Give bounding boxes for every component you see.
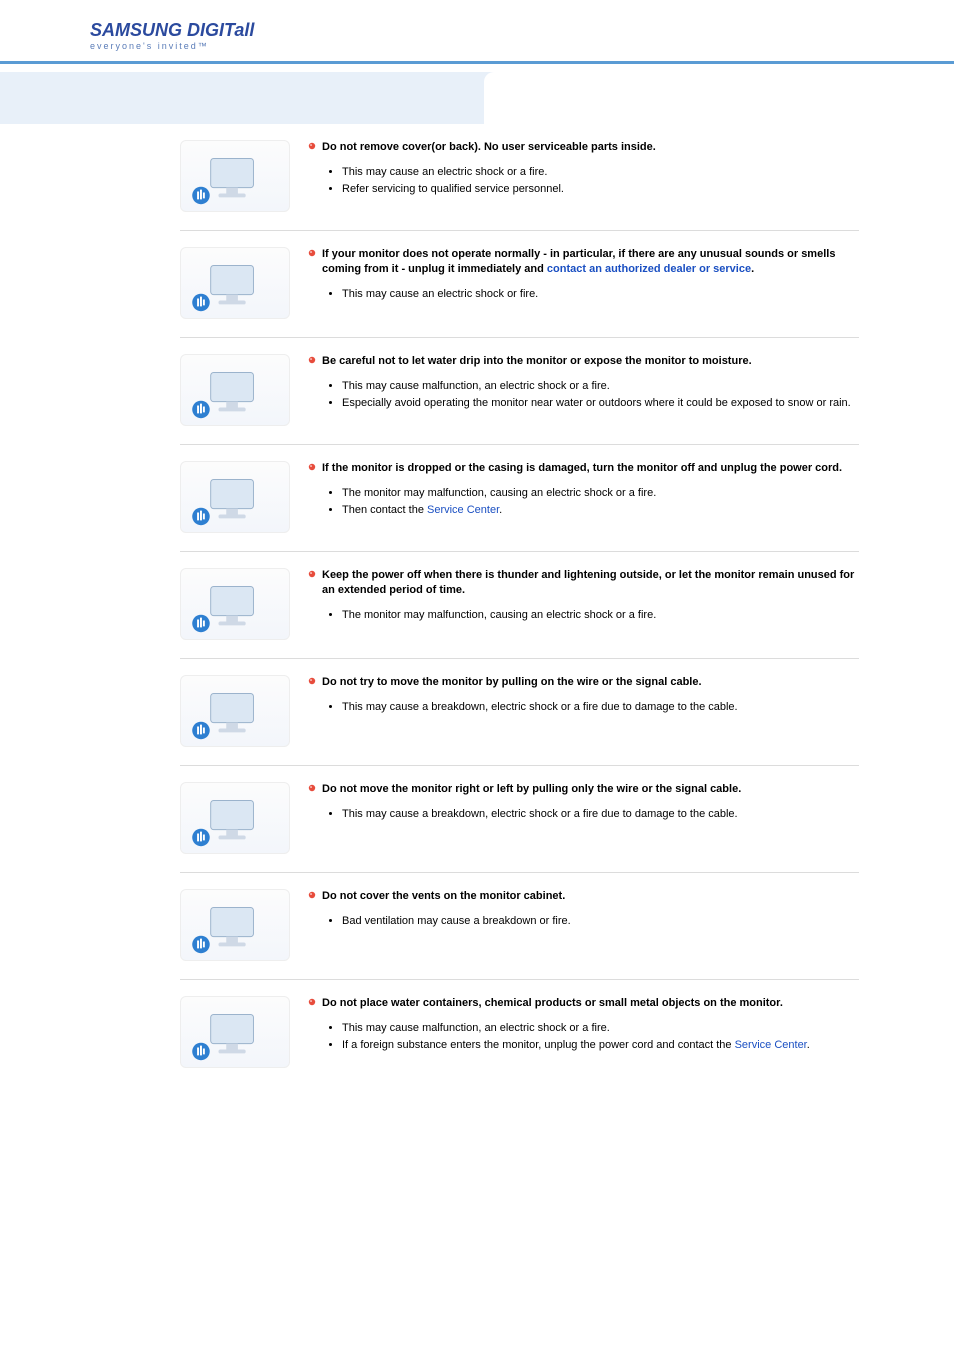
- section-heading-text: Do not cover the vents on the monitor ca…: [322, 890, 565, 902]
- safety-detail-item: Bad ventilation may cause a breakdown or…: [342, 914, 859, 929]
- safety-section: Do not place water containers, chemical …: [180, 980, 859, 1086]
- section-heading-text: Do not remove cover(or back). No user se…: [322, 141, 656, 153]
- section-detail-list: This may cause a breakdown, electric sho…: [342, 700, 859, 715]
- section-text: Do not move the monitor right or left by…: [308, 782, 859, 824]
- safety-detail-item: This may cause an electric shock or a fi…: [342, 165, 859, 180]
- brand-ital: all: [234, 20, 254, 40]
- safety-detail-item: This may cause a breakdown, electric sho…: [342, 807, 859, 822]
- safety-detail-item: The monitor may malfunction, causing an …: [342, 486, 859, 501]
- safety-detail-item: This may cause malfunction, an electric …: [342, 1021, 859, 1036]
- header-band: [0, 72, 954, 124]
- safety-illustration: [180, 247, 290, 319]
- section-detail-list: The monitor may malfunction, causing an …: [342, 486, 859, 519]
- section-heading: If the monitor is dropped or the casing …: [308, 461, 859, 476]
- top-border: [0, 61, 954, 64]
- section-heading-text: If the monitor is dropped or the casing …: [322, 462, 842, 474]
- safety-detail-item: This may cause an electric shock or fire…: [342, 287, 859, 302]
- section-heading-text: Do not place water containers, chemical …: [322, 997, 783, 1009]
- warning-bullet-icon: [308, 784, 316, 792]
- safety-section: Keep the power off when there is thunder…: [180, 552, 859, 659]
- section-heading: Do not cover the vents on the monitor ca…: [308, 889, 859, 904]
- safety-illustration: [180, 354, 290, 426]
- section-detail-list: This may cause an electric shock or fire…: [342, 287, 859, 302]
- section-heading: Be careful not to let water drip into th…: [308, 354, 859, 369]
- section-text: Do not cover the vents on the monitor ca…: [308, 889, 859, 931]
- safety-section: Be careful not to let water drip into th…: [180, 338, 859, 445]
- section-detail-list: This may cause malfunction, an electric …: [342, 1021, 859, 1054]
- safety-illustration: [180, 675, 290, 747]
- section-detail-list: This may cause malfunction, an electric …: [342, 379, 859, 412]
- warning-bullet-icon: [308, 677, 316, 685]
- warning-bullet-icon: [308, 998, 316, 1006]
- section-heading: If your monitor does not operate normall…: [308, 247, 859, 277]
- inline-link[interactable]: contact an authorized dealer or service: [547, 263, 751, 275]
- section-heading: Do not place water containers, chemical …: [308, 996, 859, 1011]
- brand-tagline: everyone's invited™: [90, 41, 954, 51]
- section-heading-text: Do not move the monitor right or left by…: [322, 783, 741, 795]
- section-detail-list: The monitor may malfunction, causing an …: [342, 608, 859, 623]
- safety-detail-item: If a foreign substance enters the monito…: [342, 1038, 859, 1053]
- safety-section: If the monitor is dropped or the casing …: [180, 445, 859, 552]
- warning-bullet-icon: [308, 249, 316, 257]
- section-heading: Do not remove cover(or back). No user se…: [308, 140, 859, 155]
- section-heading-text: Be careful not to let water drip into th…: [322, 355, 752, 367]
- brand-logo: SAMSUNG DIGITall everyone's invited™: [0, 0, 954, 61]
- section-detail-list: Bad ventilation may cause a breakdown or…: [342, 914, 859, 929]
- section-detail-list: This may cause a breakdown, electric sho…: [342, 807, 859, 822]
- safety-detail-item: Then contact the Service Center.: [342, 503, 859, 518]
- section-heading: Keep the power off when there is thunder…: [308, 568, 859, 598]
- section-detail-list: This may cause an electric shock or a fi…: [342, 165, 859, 198]
- safety-section: Do not remove cover(or back). No user se…: [180, 124, 859, 231]
- inline-link[interactable]: Service Center: [735, 1039, 807, 1051]
- safety-illustration: [180, 782, 290, 854]
- section-heading: Do not move the monitor right or left by…: [308, 782, 859, 797]
- safety-detail-item: The monitor may malfunction, causing an …: [342, 608, 859, 623]
- brand-main: SAMSUNG DIGIT: [90, 20, 234, 40]
- warning-bullet-icon: [308, 891, 316, 899]
- safety-section: Do not move the monitor right or left by…: [180, 766, 859, 873]
- safety-illustration: [180, 461, 290, 533]
- safety-illustration: [180, 996, 290, 1068]
- section-text: Do not place water containers, chemical …: [308, 996, 859, 1056]
- section-heading: Do not try to move the monitor by pullin…: [308, 675, 859, 690]
- warning-bullet-icon: [308, 356, 316, 364]
- warning-bullet-icon: [308, 463, 316, 471]
- section-text: If the monitor is dropped or the casing …: [308, 461, 859, 521]
- section-text: Do not try to move the monitor by pullin…: [308, 675, 859, 717]
- safety-section: Do not try to move the monitor by pullin…: [180, 659, 859, 766]
- safety-illustration: [180, 889, 290, 961]
- section-heading-text: If your monitor does not operate normall…: [322, 248, 835, 275]
- inline-link[interactable]: Service Center: [427, 504, 499, 516]
- section-text: If your monitor does not operate normall…: [308, 247, 859, 304]
- safety-illustration: [180, 140, 290, 212]
- warning-bullet-icon: [308, 570, 316, 578]
- safety-content: Do not remove cover(or back). No user se…: [0, 124, 954, 1086]
- section-heading-text: Keep the power off when there is thunder…: [322, 569, 854, 596]
- safety-detail-item: Especially avoid operating the monitor n…: [342, 396, 859, 411]
- section-heading-text: Do not try to move the monitor by pullin…: [322, 676, 702, 688]
- safety-section: If your monitor does not operate normall…: [180, 231, 859, 338]
- safety-detail-item: This may cause a breakdown, electric sho…: [342, 700, 859, 715]
- safety-detail-item: This may cause malfunction, an electric …: [342, 379, 859, 394]
- safety-detail-item: Refer servicing to qualified service per…: [342, 182, 859, 197]
- section-text: Be careful not to let water drip into th…: [308, 354, 859, 414]
- brand-name: SAMSUNG DIGITall: [90, 20, 954, 41]
- safety-section: Do not cover the vents on the monitor ca…: [180, 873, 859, 980]
- warning-bullet-icon: [308, 142, 316, 150]
- section-text: Keep the power off when there is thunder…: [308, 568, 859, 625]
- section-text: Do not remove cover(or back). No user se…: [308, 140, 859, 200]
- safety-illustration: [180, 568, 290, 640]
